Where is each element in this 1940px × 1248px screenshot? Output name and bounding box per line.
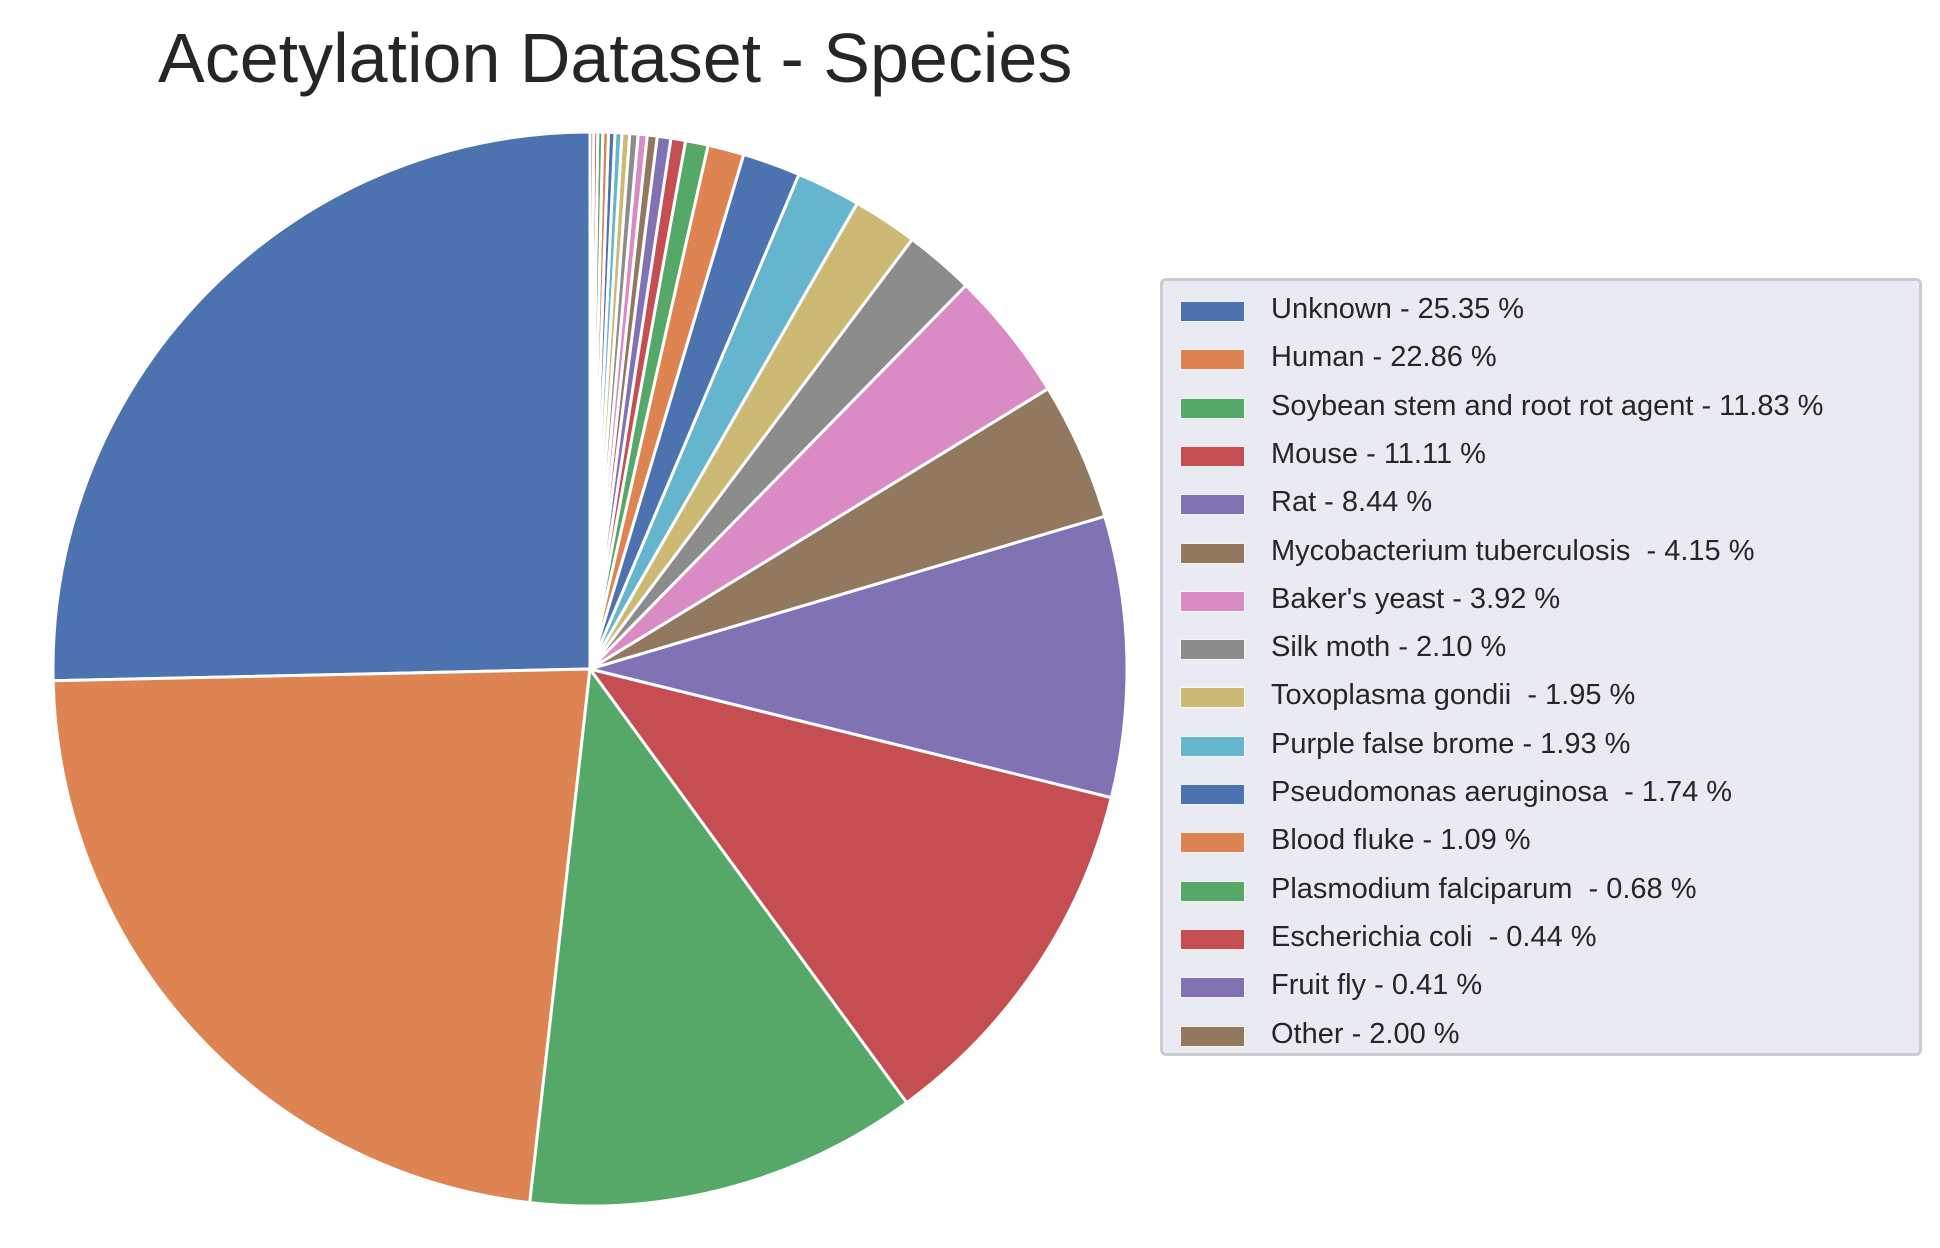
legend-entry: Silk moth - 2.10 % [1163,629,1919,669]
legend: Unknown - 25.35 % Human - 22.86 % Soybean … [1160,278,1922,1056]
legend-entry: Purple false brome - 1.93 % [1163,726,1919,766]
legend-label: Plasmodium falciparum - 0.68 % [1271,872,1697,905]
legend-label: Human - 22.86 % [1271,341,1497,374]
legend-swatch [1180,590,1245,612]
legend-label: Mycobacterium tuberculosis - 4.15 % [1271,534,1755,567]
legend-label: Mouse - 11.11 % [1271,437,1486,470]
pie-slice-5 [588,514,1129,800]
pie-slice-4 [588,667,1113,1105]
legend-swatch [1180,349,1245,371]
legend-entry: Baker's yeast - 3.92 % [1163,581,1919,621]
chart-title: Acetylation Dataset - Species [158,19,1073,97]
legend-entry: Fruit fly - 0.41 % [1163,967,1919,1007]
legend-swatch [1180,1025,1245,1047]
legend-label: Unknown - 25.35 % [1271,293,1525,325]
legend-label: Silk moth - 2.10 % [1271,631,1507,664]
legend-entry: Soybean stem and root rot agent - 11.83 … [1163,388,1919,428]
legend-entry: Pseudomonas aeruginosa - 1.74 % [1163,774,1919,814]
legend-label: Escherichia coli - 0.44 % [1271,920,1597,953]
legend-swatch [1180,880,1245,902]
legend-swatch [1180,832,1245,854]
pie-slice-other-10 [588,130,596,671]
legend-entry: Mouse - 11.11 % [1163,436,1919,476]
legend-entry: Blood fluke - 1.09 % [1163,822,1919,862]
legend-entry: Human - 22.86 % [1163,339,1919,379]
legend-label: Pseudomonas aeruginosa - 1.74 % [1271,776,1733,808]
legend-entry: Rat - 8.44 % [1163,484,1919,524]
legend-label: Rat - 8.44 % [1271,486,1433,519]
legend-entry: Escherichia coli - 0.44 % [1163,919,1919,959]
legend-swatch [1180,928,1245,950]
legend-swatch [1180,977,1245,999]
pie-slice-3 [528,667,909,1208]
pie-slices [51,130,1129,1208]
legend-label: Blood fluke - 1.09 % [1271,824,1531,857]
legend-entry: Unknown - 25.35 % [1163,291,1919,331]
legend-label: Fruit fly - 0.41 % [1271,969,1483,1002]
legend-swatch [1180,301,1245,322]
legend-swatch [1180,494,1245,516]
legend-swatch [1180,784,1245,805]
legend-label: Soybean stem and root rot agent - 11.83 … [1271,389,1824,422]
legend-entry: Other - 2.00 % [1163,1016,1919,1056]
legend-label: Toxoplasma gondii - 1.95 % [1271,679,1636,712]
legend-swatch [1180,397,1245,419]
legend-swatch [1180,687,1245,709]
legend-swatch [1180,445,1245,467]
legend-swatch [1180,639,1245,661]
legend-label: Purple false brome - 1.93 % [1271,727,1631,760]
legend-label: Baker's yeast - 3.92 % [1271,582,1561,615]
legend-entry: Mycobacterium tuberculosis - 4.15 % [1163,533,1919,573]
pie-slice-1 [51,130,592,683]
legend-label: Other - 2.00 % [1271,1017,1460,1050]
pie-slice-2 [51,667,592,1205]
legend-entry: Plasmodium falciparum - 0.68 % [1163,871,1919,911]
legend-swatch [1180,542,1245,564]
legend-entry: Toxoplasma gondii - 1.95 % [1163,677,1919,717]
pie-chart [51,130,1129,1208]
legend-swatch [1180,735,1245,757]
